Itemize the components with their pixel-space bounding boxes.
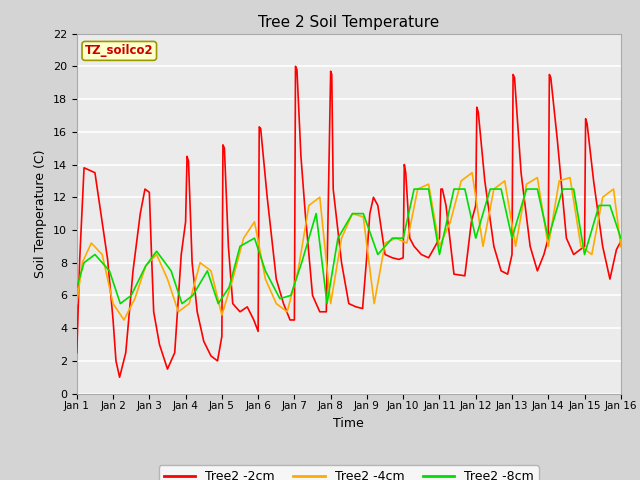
Tree2 -8cm [523, 186, 531, 192]
Tree2 -4cm [120, 317, 128, 323]
Tree2 -2cm [554, 137, 561, 143]
Tree2 -8cm [214, 300, 222, 306]
Tree2 -4cm [617, 243, 625, 249]
Tree2 -8cm [262, 268, 269, 274]
Tree2 -2cm [330, 186, 337, 192]
Tree2 -8cm [436, 252, 444, 257]
Tree2 -8cm [276, 296, 284, 301]
Tree2 -4cm [371, 300, 378, 306]
Legend: Tree2 -2cm, Tree2 -4cm, Tree2 -8cm: Tree2 -2cm, Tree2 -4cm, Tree2 -8cm [159, 465, 539, 480]
X-axis label: Time: Time [333, 417, 364, 430]
Tree2 -8cm [580, 252, 588, 257]
Tree2 -8cm [410, 186, 418, 192]
Tree2 -4cm [436, 243, 444, 249]
Tree2 -8cm [461, 186, 468, 192]
Tree2 -8cm [236, 243, 244, 249]
Tree2 -8cm [472, 235, 479, 241]
Tree2 -8cm [374, 252, 381, 257]
Tree2 -8cm [334, 235, 342, 241]
Tree2 -8cm [425, 186, 433, 192]
Tree2 -8cm [595, 203, 603, 208]
Tree2 -8cm [127, 292, 135, 298]
Tree2 -8cm [298, 260, 305, 265]
Tree2 -8cm [360, 211, 367, 216]
Tree2 -2cm [145, 190, 153, 195]
Tree2 -8cm [508, 235, 516, 241]
Tree2 -4cm [338, 235, 346, 241]
Tree2 -8cm [106, 268, 113, 274]
Line: Tree2 -8cm: Tree2 -8cm [77, 189, 621, 303]
Tree2 -8cm [225, 284, 233, 290]
Tree2 -8cm [349, 211, 356, 216]
Tree2 -4cm [468, 170, 476, 176]
Tree2 -4cm [73, 300, 81, 306]
Tree2 -2cm [177, 252, 185, 257]
Tree2 -2cm [73, 350, 81, 356]
Y-axis label: Soil Temperature (C): Soil Temperature (C) [35, 149, 47, 278]
Tree2 -2cm [617, 239, 625, 244]
Tree2 -8cm [399, 235, 407, 241]
Tree2 -2cm [292, 63, 300, 69]
Tree2 -8cm [167, 268, 175, 274]
Tree2 -8cm [251, 235, 259, 241]
Tree2 -8cm [534, 186, 541, 192]
Tree2 -8cm [153, 248, 161, 254]
Tree2 -8cm [189, 292, 196, 298]
Line: Tree2 -2cm: Tree2 -2cm [77, 66, 621, 377]
Tree2 -2cm [116, 374, 124, 380]
Tree2 -4cm [414, 186, 422, 192]
Tree2 -8cm [388, 235, 396, 241]
Tree2 -8cm [73, 284, 81, 290]
Tree2 -4cm [109, 300, 117, 306]
Tree2 -8cm [204, 268, 211, 274]
Tree2 -2cm [509, 72, 517, 77]
Title: Tree 2 Soil Temperature: Tree 2 Soil Temperature [258, 15, 440, 30]
Tree2 -8cm [497, 186, 505, 192]
Tree2 -8cm [287, 292, 294, 298]
Tree2 -8cm [80, 260, 88, 265]
Tree2 -8cm [570, 186, 577, 192]
Text: TZ_soilco2: TZ_soilco2 [85, 44, 154, 58]
Tree2 -8cm [178, 300, 186, 306]
Tree2 -8cm [323, 300, 331, 306]
Tree2 -8cm [116, 300, 124, 306]
Line: Tree2 -4cm: Tree2 -4cm [77, 173, 621, 320]
Tree2 -8cm [486, 186, 494, 192]
Tree2 -8cm [617, 235, 625, 241]
Tree2 -8cm [559, 186, 566, 192]
Tree2 -8cm [142, 263, 150, 269]
Tree2 -4cm [273, 300, 280, 306]
Tree2 -8cm [312, 211, 320, 216]
Tree2 -8cm [91, 252, 99, 257]
Tree2 -8cm [606, 203, 614, 208]
Tree2 -8cm [545, 235, 552, 241]
Tree2 -8cm [450, 186, 458, 192]
Tree2 -2cm [545, 72, 553, 77]
